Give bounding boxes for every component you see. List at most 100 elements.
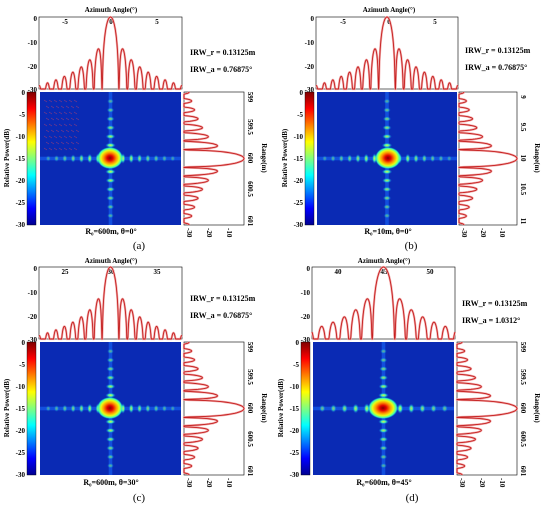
artifact-mark xyxy=(43,135,48,139)
irw-labels: IRW_r = 0.13125m IRW_a = 0.76875° xyxy=(190,294,256,320)
mainlobe xyxy=(368,397,398,419)
artifact-mark xyxy=(68,111,73,115)
sidelobe-spot xyxy=(381,169,393,175)
sidelobe-spot xyxy=(379,366,388,372)
power-ticks: 0 -10 -20 -30 xyxy=(301,265,311,344)
power-tick: -10 xyxy=(301,289,311,297)
artifact-mark xyxy=(45,105,50,109)
artifact-mark xyxy=(53,111,58,115)
colorbar-tick: -30 xyxy=(290,471,300,479)
colorbar-tick: -20 xyxy=(16,177,26,185)
range-side-tick: -20 xyxy=(205,228,213,238)
power-tick: 0 xyxy=(34,15,38,23)
azimuth-title: Azimuth Angle(°) xyxy=(363,6,416,14)
colorbar-label: Relative Power(dB) xyxy=(281,128,289,187)
sidelobe-spot xyxy=(352,403,359,414)
colorbar-tick: -20 xyxy=(16,427,26,435)
range-tick: 600.5 xyxy=(246,181,254,197)
range-curve xyxy=(182,341,246,476)
power-tick: -20 xyxy=(28,63,38,71)
sidelobe-spot xyxy=(105,142,116,148)
sidelobe-spot xyxy=(380,348,387,354)
sidelobe-spot xyxy=(421,154,427,163)
range-curve xyxy=(455,341,519,476)
sidelobe-spot xyxy=(441,404,448,413)
sidelobe-spot xyxy=(363,153,369,164)
sidelobe-spot xyxy=(62,154,68,163)
artifact-mark xyxy=(60,117,65,121)
range-side-tick: -10 xyxy=(498,478,506,488)
colorbar-tick: -15 xyxy=(290,405,300,413)
sidelobe-spot xyxy=(338,154,344,163)
artifact-mark xyxy=(45,129,50,133)
artifact-mark xyxy=(60,141,65,145)
sidelobe-spot xyxy=(153,154,159,163)
artifact-mark xyxy=(70,141,75,145)
power-tick: -30 xyxy=(28,86,38,94)
sidelobe-spot xyxy=(105,177,116,184)
azimuth-title: Azimuth Angle(°) xyxy=(358,257,411,265)
range-tick: 10.5 xyxy=(519,183,527,196)
irw-azimuth-label: IRW_a = 0.76875° xyxy=(465,63,527,72)
colorbar-tick: -10 xyxy=(16,383,26,391)
sidelobe-spot xyxy=(378,392,389,398)
colorbar: 0 -5 -10 -15 -20 -25 -30 Relative Power(… xyxy=(3,89,37,229)
sidelobe-spot xyxy=(153,404,159,413)
artifact-mark xyxy=(55,141,60,145)
sidelobe-spot xyxy=(378,419,389,425)
sidelobe-spot xyxy=(105,436,116,442)
colorbar: 0 -5 -10 -15 -20 -25 -30 Relative Power(… xyxy=(3,339,37,479)
sidelobe-spot xyxy=(106,116,115,122)
sidelobe-spot xyxy=(170,405,176,412)
sidelobe-spot xyxy=(383,204,391,210)
range-side-tick: -20 xyxy=(205,478,213,488)
artifact-mark xyxy=(50,105,55,109)
response-curve xyxy=(315,16,459,90)
range-tick: 600 xyxy=(246,153,254,164)
sidelobe-spot xyxy=(78,403,85,414)
sidelobe-spot xyxy=(106,107,115,113)
irw-range-label: IRW_r = 0.13125m xyxy=(190,294,256,303)
azimuth-tick: 0 xyxy=(109,18,113,26)
sidelobe-spot xyxy=(382,195,392,201)
artifact-mark xyxy=(43,99,48,103)
artifact-mark xyxy=(43,147,48,151)
artifact-mark xyxy=(70,117,75,121)
sidelobe-spot xyxy=(438,155,444,162)
azimuth-tick: 35 xyxy=(154,268,162,276)
artifact-mark xyxy=(63,111,68,115)
range-side-tick: -30 xyxy=(185,228,193,238)
sidelobe-spot xyxy=(106,366,115,372)
sidelobe-spot xyxy=(161,155,168,162)
sidelobe-spot xyxy=(106,204,115,210)
power-tick: -10 xyxy=(305,39,315,47)
artifact-mark xyxy=(68,99,73,103)
irw-labels: IRW_r = 0.13125m IRW_a = 1.0312° xyxy=(462,299,528,325)
mainlobe xyxy=(375,147,401,169)
colorbar-tick: -5 xyxy=(297,111,303,119)
sidelobe-spot xyxy=(105,186,116,192)
range-tick: 600 xyxy=(246,403,254,414)
sidelobe-spot xyxy=(78,153,85,164)
sidelobe-spot xyxy=(430,404,437,413)
power-tick: -30 xyxy=(305,86,315,94)
sidelobe-spot xyxy=(378,383,389,390)
range-side-tick: -20 xyxy=(479,228,487,238)
azimuth-plot: Azimuth Angle(°) 25 30 35 0 -10 -20 -30 xyxy=(28,257,183,344)
sidelobe-spot xyxy=(145,404,151,413)
sidelobe-spot xyxy=(379,454,388,460)
sidelobe-spot xyxy=(413,153,419,164)
colorbar-tick: -15 xyxy=(294,155,304,163)
colorbar-tick: -25 xyxy=(16,449,26,457)
range-side-tick: -10 xyxy=(498,228,506,238)
panel-caption: R₀=600m, θ=30° xyxy=(83,478,138,487)
colorbar-tick: -5 xyxy=(293,361,299,369)
range-tick: 601 xyxy=(246,216,254,227)
azimuth-tick: 5 xyxy=(433,18,437,26)
sidelobe-spot xyxy=(383,98,391,104)
range-tick: 599 xyxy=(246,92,254,103)
artifact-mark xyxy=(65,105,70,109)
sidelobe-spot xyxy=(378,375,389,381)
artifact-mark xyxy=(45,117,50,121)
power-tick: 0 xyxy=(34,265,38,273)
